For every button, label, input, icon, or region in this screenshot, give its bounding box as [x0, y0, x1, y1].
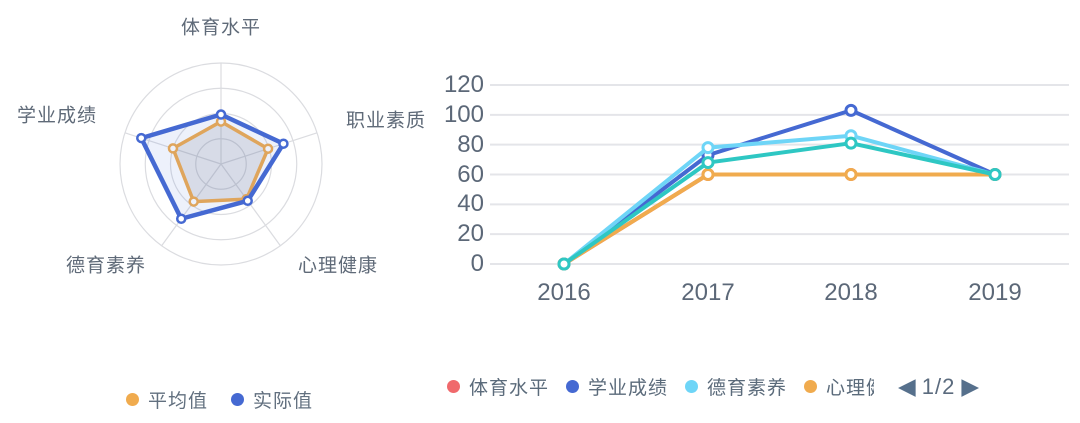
y-axis-tick-label: 40 — [457, 190, 484, 218]
legend-dot-pingjunzhi-icon — [126, 393, 139, 406]
radar-axis-label-xinli: 心理健康 — [297, 255, 379, 277]
radar-axis-label-deyu: 德育素养 — [65, 255, 147, 277]
legend-dot-deyu-icon — [685, 380, 699, 393]
legend-pager-prev-icon[interactable]: ◀ — [898, 373, 916, 399]
legend-item-shijizhi[interactable]: 实际值 — [231, 386, 313, 413]
x-axis-tick-label: 2019 — [968, 279, 1022, 306]
x-axis-tick-label: 2017 — [681, 279, 735, 306]
radar-axis-label-zhiye: 职业素质 — [345, 110, 427, 132]
legend-label-xueye: 学业成绩 — [588, 378, 669, 399]
legend-item-pingjunzhi[interactable]: 平均值 — [126, 386, 208, 413]
legend-item-xinli[interactable]: 心理健康 — [804, 373, 874, 400]
legend-dot-xueye-icon — [566, 380, 580, 393]
line-legend: 体育水平 学业成绩 德育素养 心理健康 ◀ 1/2 ▶ — [447, 373, 982, 400]
y-axis-tick-label: 100 — [443, 100, 484, 128]
y-axis-tick-label: 0 — [470, 250, 484, 277]
legend-dot-xinli-icon — [804, 380, 818, 393]
y-axis-tick-label: 120 — [443, 71, 484, 98]
legend-pager: ◀ 1/2 ▶ — [895, 374, 982, 400]
radar-chart — [119, 62, 323, 266]
legend-label-shijizhi: 实际值 — [253, 391, 314, 412]
radar-axis-label-xueye: 学业成绩 — [16, 105, 98, 127]
legend-item-deyu[interactable]: 德育素养 — [685, 373, 787, 400]
legend-item-tiyu[interactable]: 体育水平 — [447, 373, 549, 400]
legend-item-xueye[interactable]: 学业成绩 — [566, 373, 668, 400]
legend-label-xinli: 心理健康 — [826, 378, 874, 399]
y-axis-tick-label: 60 — [457, 160, 484, 188]
legend-dot-tiyu-icon — [447, 380, 460, 393]
radar-legend: 平均值 实际值 — [126, 386, 313, 413]
legend-pager-page: 1/2 — [921, 373, 956, 399]
legend-label-deyu: 德育素养 — [707, 378, 788, 399]
legend-dot-shijizhi-icon — [231, 393, 245, 406]
radar-axis-label-tiyu: 体育水平 — [180, 17, 262, 39]
y-axis-tick-label: 80 — [457, 130, 484, 158]
legend-pager-next-icon[interactable]: ▶ — [961, 373, 980, 399]
legend-label-pingjunzhi: 平均值 — [148, 391, 209, 412]
y-axis-tick-label: 20 — [457, 220, 484, 248]
x-axis-tick-label: 2016 — [537, 279, 591, 306]
legend-label-tiyu: 体育水平 — [469, 378, 550, 399]
x-axis-tick-label: 2018 — [824, 279, 878, 306]
